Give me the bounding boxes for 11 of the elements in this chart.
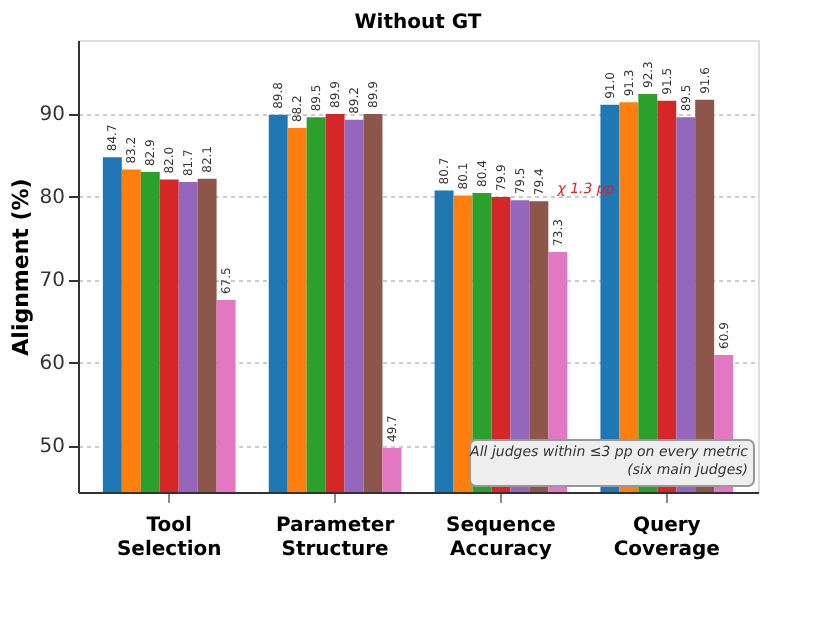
y-tick-label: 80 xyxy=(39,187,65,210)
chart-title: Without GT xyxy=(354,12,482,34)
y-axis-title: Alignment (%) xyxy=(7,178,34,356)
x-tick-label: Query Coverage xyxy=(613,515,721,561)
x-tick-label: Parameter Structure xyxy=(275,515,395,561)
x-tick-label: Tool Selection xyxy=(116,515,222,561)
y-tick-label: 90 xyxy=(39,104,65,127)
y-tick-label: 70 xyxy=(39,270,65,293)
x-tick-label: Sequence Accuracy xyxy=(446,515,557,561)
y-tick-label: 50 xyxy=(39,436,65,459)
y-tick-label: 60 xyxy=(39,353,65,376)
